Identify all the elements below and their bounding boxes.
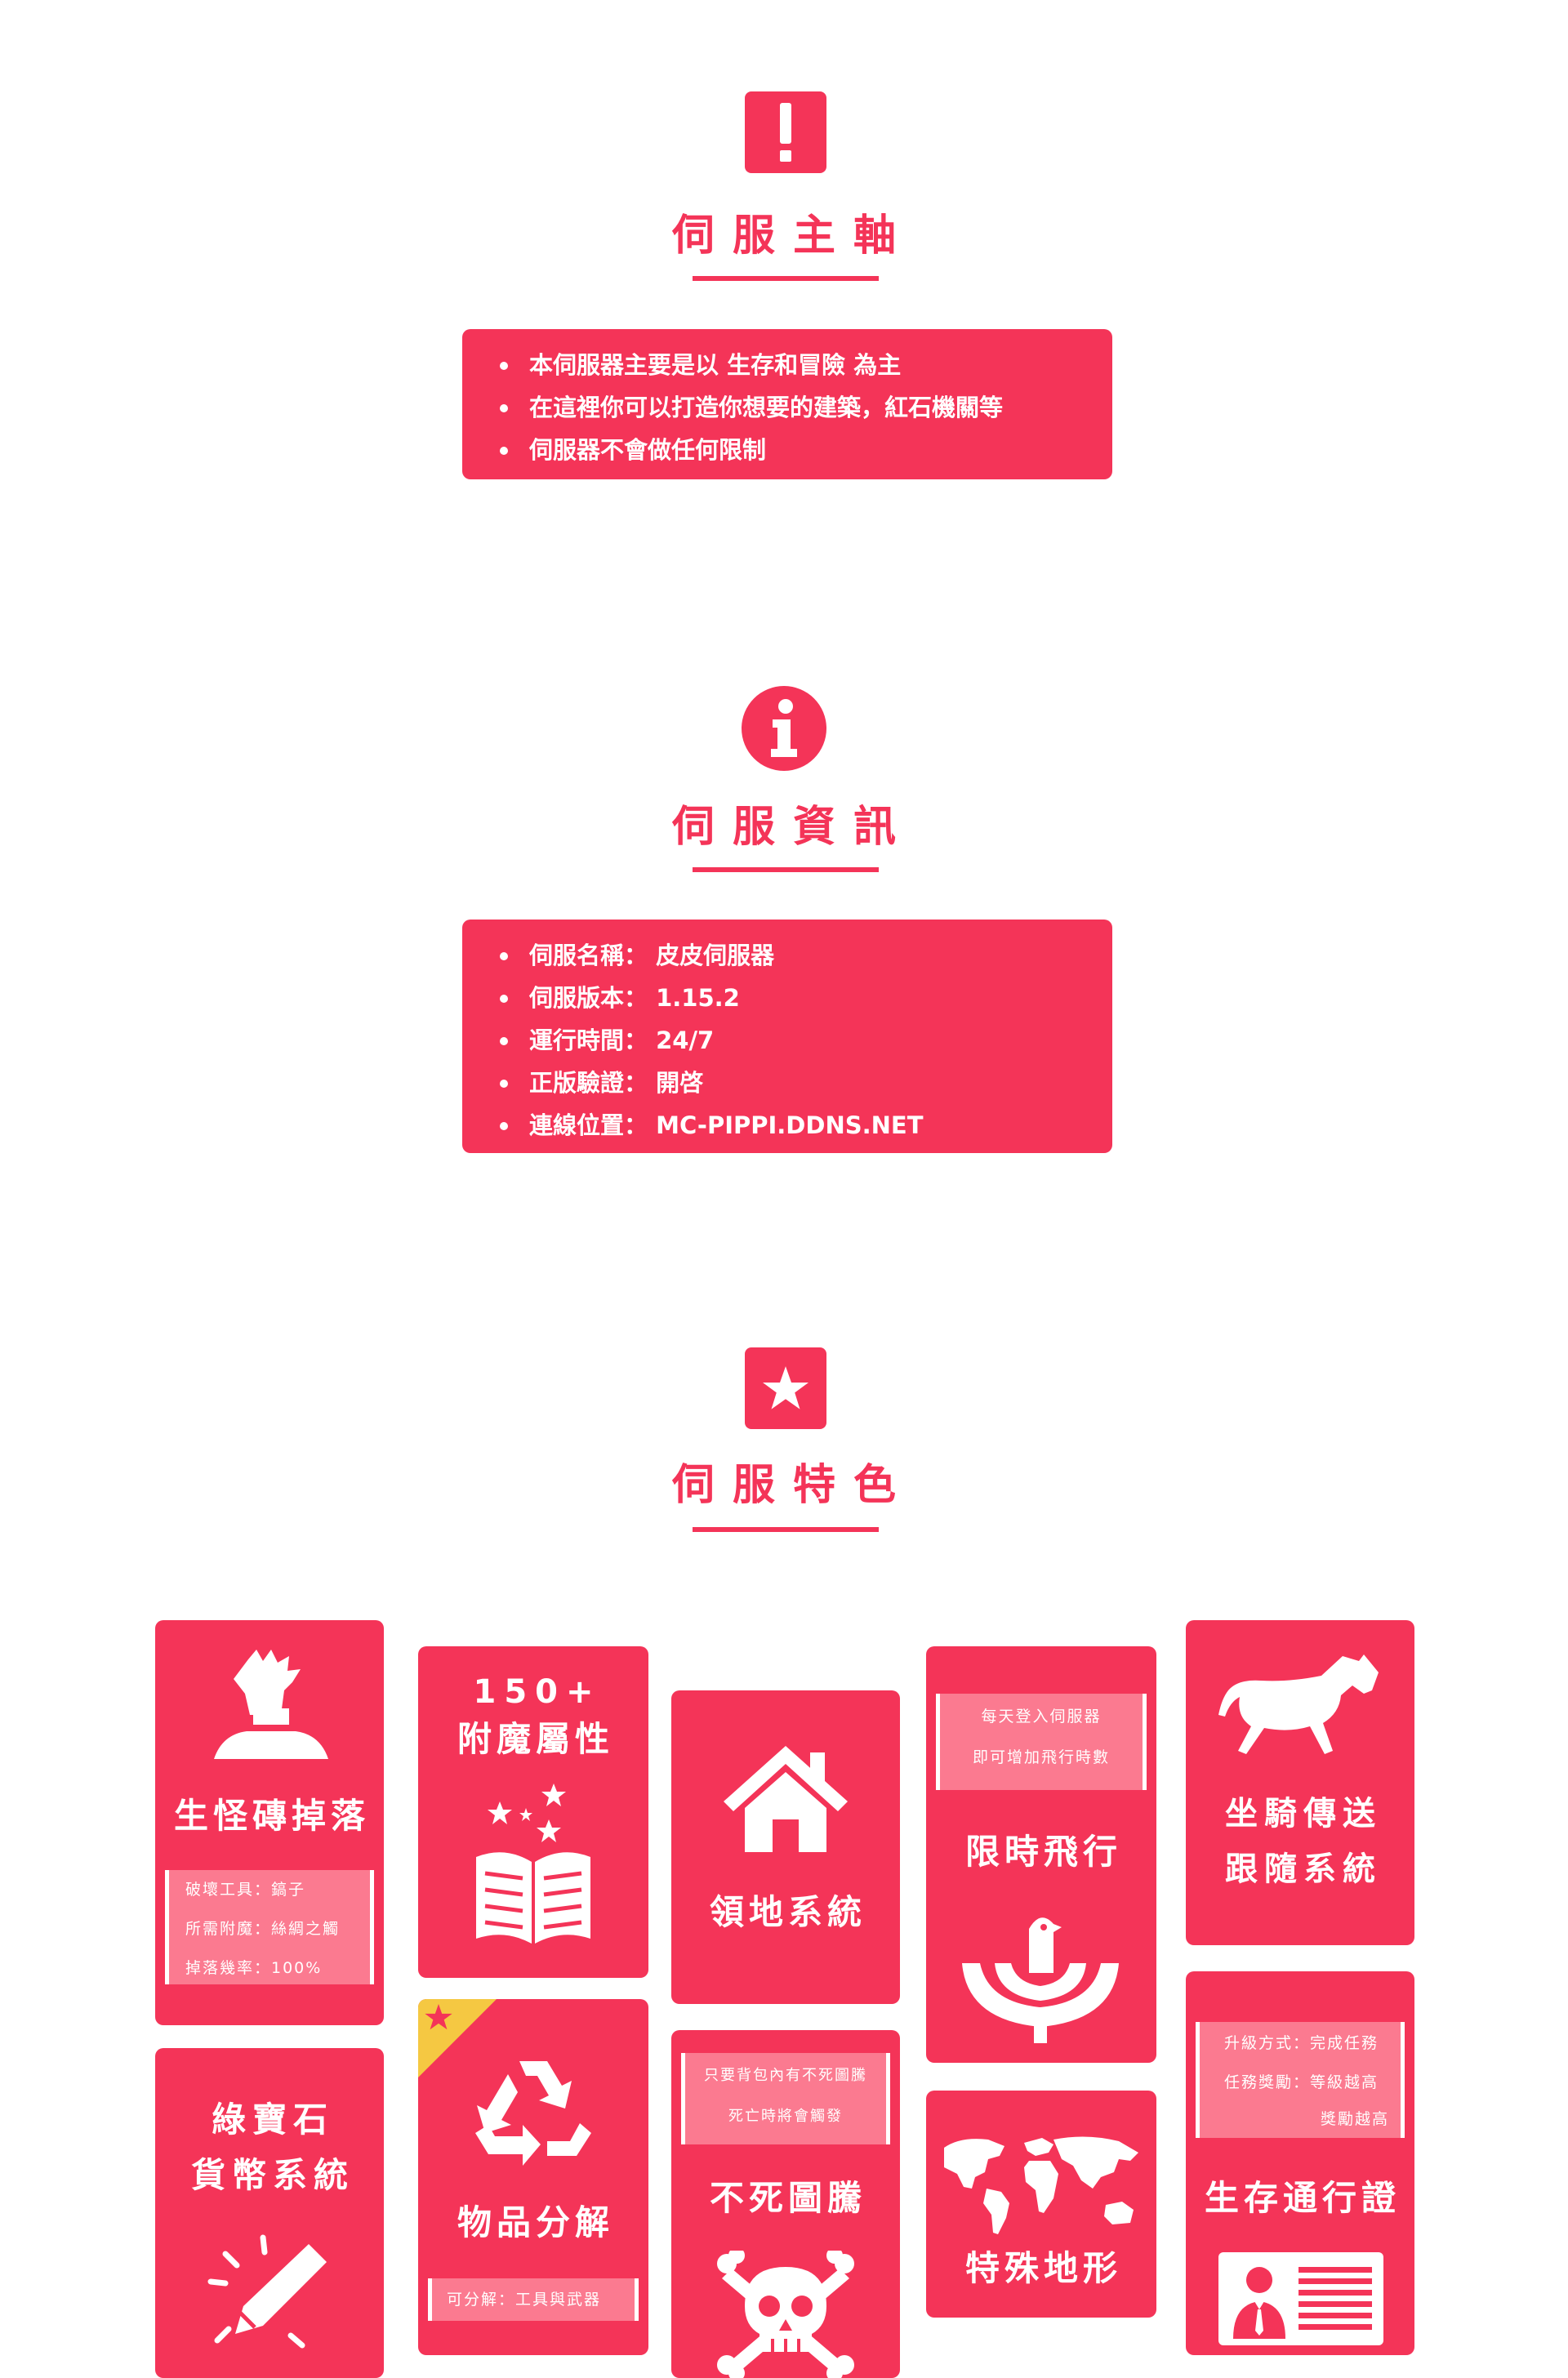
- info-icon: [771, 699, 797, 757]
- pass-notes: 升級方式：完成任務 任務獎勵：等級越高 獎勵越高: [1196, 2022, 1405, 2138]
- spawner-notes: 破壞工具：鎬子 所需附魔：絲綢之觸 掉落幾率：100%: [165, 1870, 374, 1984]
- axis-item: 伺服器不會做任何限制: [495, 429, 1112, 471]
- bird-icon: [962, 1917, 1119, 2043]
- card-title-line1: 坐騎傳送: [1225, 1795, 1382, 1832]
- skull-icon: [717, 2251, 854, 2378]
- exclamation-badge: [745, 91, 826, 173]
- card-title-line2: 跟隨系統: [1225, 1850, 1382, 1888]
- info-badge: [742, 686, 826, 771]
- spell-book-icon: [476, 1784, 590, 1944]
- section-underline-features: [693, 1527, 879, 1532]
- note-line: 可分解：工具與武器: [447, 2291, 602, 2309]
- info-item: 伺服版本： 1.15.2: [495, 977, 1112, 1019]
- pencil-icon: [207, 2234, 327, 2349]
- card-title-line1: 綠寶石: [211, 2100, 334, 2140]
- star-icon: [425, 2004, 452, 2030]
- info-item: 正版驗證： 開啓: [495, 1062, 1112, 1104]
- note-line: 死亡時將會觸發: [728, 2108, 843, 2125]
- feature-card-flight[interactable]: 每天登入伺服器 即可增加飛行時數 限時飛行: [926, 1646, 1156, 2063]
- feature-card-emerald[interactable]: 綠寶石 貨幣系統: [155, 2048, 384, 2378]
- card-title: 附魔屬性: [457, 1719, 614, 1759]
- note-line: 只要背包內有不死圖騰: [704, 2067, 867, 2084]
- note-line: 升級方式：完成任務: [1224, 2034, 1379, 2052]
- note-line: 掉落幾率：100%: [185, 1959, 323, 1977]
- house-icon: [724, 1746, 848, 1852]
- star-icon: [763, 1366, 808, 1409]
- section-underline-info: [693, 867, 879, 872]
- zombie-hand-icon: [214, 1650, 328, 1759]
- axis-info-box: 本伺服器主要是以 生存和冒險 為主 在這裡你可以打造你想要的建築，紅石機關等 伺…: [462, 329, 1112, 479]
- totem-notes: 只要背包內有不死圖騰 死亡時將會觸發: [681, 2053, 890, 2144]
- feature-card-enchant[interactable]: 150+ 附魔屬性: [418, 1646, 648, 1978]
- section-title-features: 伺服特色: [671, 1461, 914, 1510]
- star-badge: [745, 1347, 826, 1429]
- feature-card-salvage[interactable]: 物品分解 可分解：工具與武器: [418, 1999, 648, 2355]
- section-title-axis: 伺服主軸: [671, 212, 914, 261]
- feature-card-totem[interactable]: 只要背包內有不死圖騰 死亡時將會觸發 不死圖騰: [671, 2030, 900, 2378]
- section-title-info: 伺服資訊: [671, 803, 914, 852]
- feature-card-mount[interactable]: 坐騎傳送 跟隨系統: [1186, 1620, 1414, 1945]
- axis-item: 本伺服器主要是以 生存和冒險 為主: [495, 344, 1112, 386]
- card-title: 生怪磚掉落: [173, 1796, 370, 1836]
- id-card-icon: [1218, 2252, 1383, 2345]
- note-line: 獎勵越高: [1320, 2110, 1389, 2128]
- info-item[interactable]: 連線位置： MC-PIPPI.DDNS.NET: [495, 1104, 1112, 1147]
- flight-notes: 每天登入伺服器 即可增加飛行時數: [936, 1694, 1147, 1790]
- section-underline-axis: [693, 276, 879, 281]
- axis-item: 在這裡你可以打造你想要的建築，紅石機關等: [495, 386, 1112, 429]
- featured-ribbon: [418, 1999, 497, 2077]
- feature-card-spawner[interactable]: 生怪磚掉落 破壞工具：鎬子 所需附魔：絲綢之觸 掉落幾率：100%: [155, 1620, 384, 2025]
- feature-card-pass[interactable]: 升級方式：完成任務 任務獎勵：等級越高 獎勵越高 生存通行證: [1186, 1971, 1414, 2355]
- card-title: 物品分解: [457, 2202, 614, 2242]
- feature-card-terrain[interactable]: 特殊地形: [926, 2091, 1156, 2318]
- card-title-line2: 貨幣系統: [190, 2155, 354, 2195]
- server-info-box: 伺服名稱： 皮皮伺服器 伺服版本： 1.15.2 運行時間： 24/7 正版驗證…: [462, 920, 1112, 1153]
- note-line: 每天登入伺服器: [981, 1708, 1102, 1726]
- note-line: 所需附魔：絲綢之觸: [185, 1920, 341, 1938]
- info-item: 運行時間： 24/7: [495, 1019, 1112, 1062]
- salvage-notes: 可分解：工具與武器: [428, 2278, 639, 2321]
- card-title: 領地系統: [709, 1892, 866, 1932]
- card-title: 限時飛行: [964, 1832, 1122, 1872]
- enchant-count: 150+: [473, 1673, 602, 1711]
- card-title: 不死圖騰: [709, 2178, 866, 2218]
- world-map-icon: [944, 2136, 1138, 2234]
- card-title: 特殊地形: [964, 2248, 1122, 2288]
- feature-card-territory[interactable]: 領地系統: [671, 1690, 900, 2004]
- note-line: 破壞工具：鎬子: [185, 1881, 306, 1899]
- exclamation-icon: [780, 103, 791, 162]
- info-item: 伺服名稱： 皮皮伺服器: [495, 934, 1112, 977]
- note-line: 即可增加飛行時數: [972, 1748, 1110, 1766]
- horse-icon: [1218, 1654, 1379, 1754]
- card-title: 生存通行證: [1204, 2178, 1401, 2218]
- note-line: 任務獎勵：等級越高: [1224, 2073, 1379, 2091]
- recycle-icon: [475, 2061, 591, 2166]
